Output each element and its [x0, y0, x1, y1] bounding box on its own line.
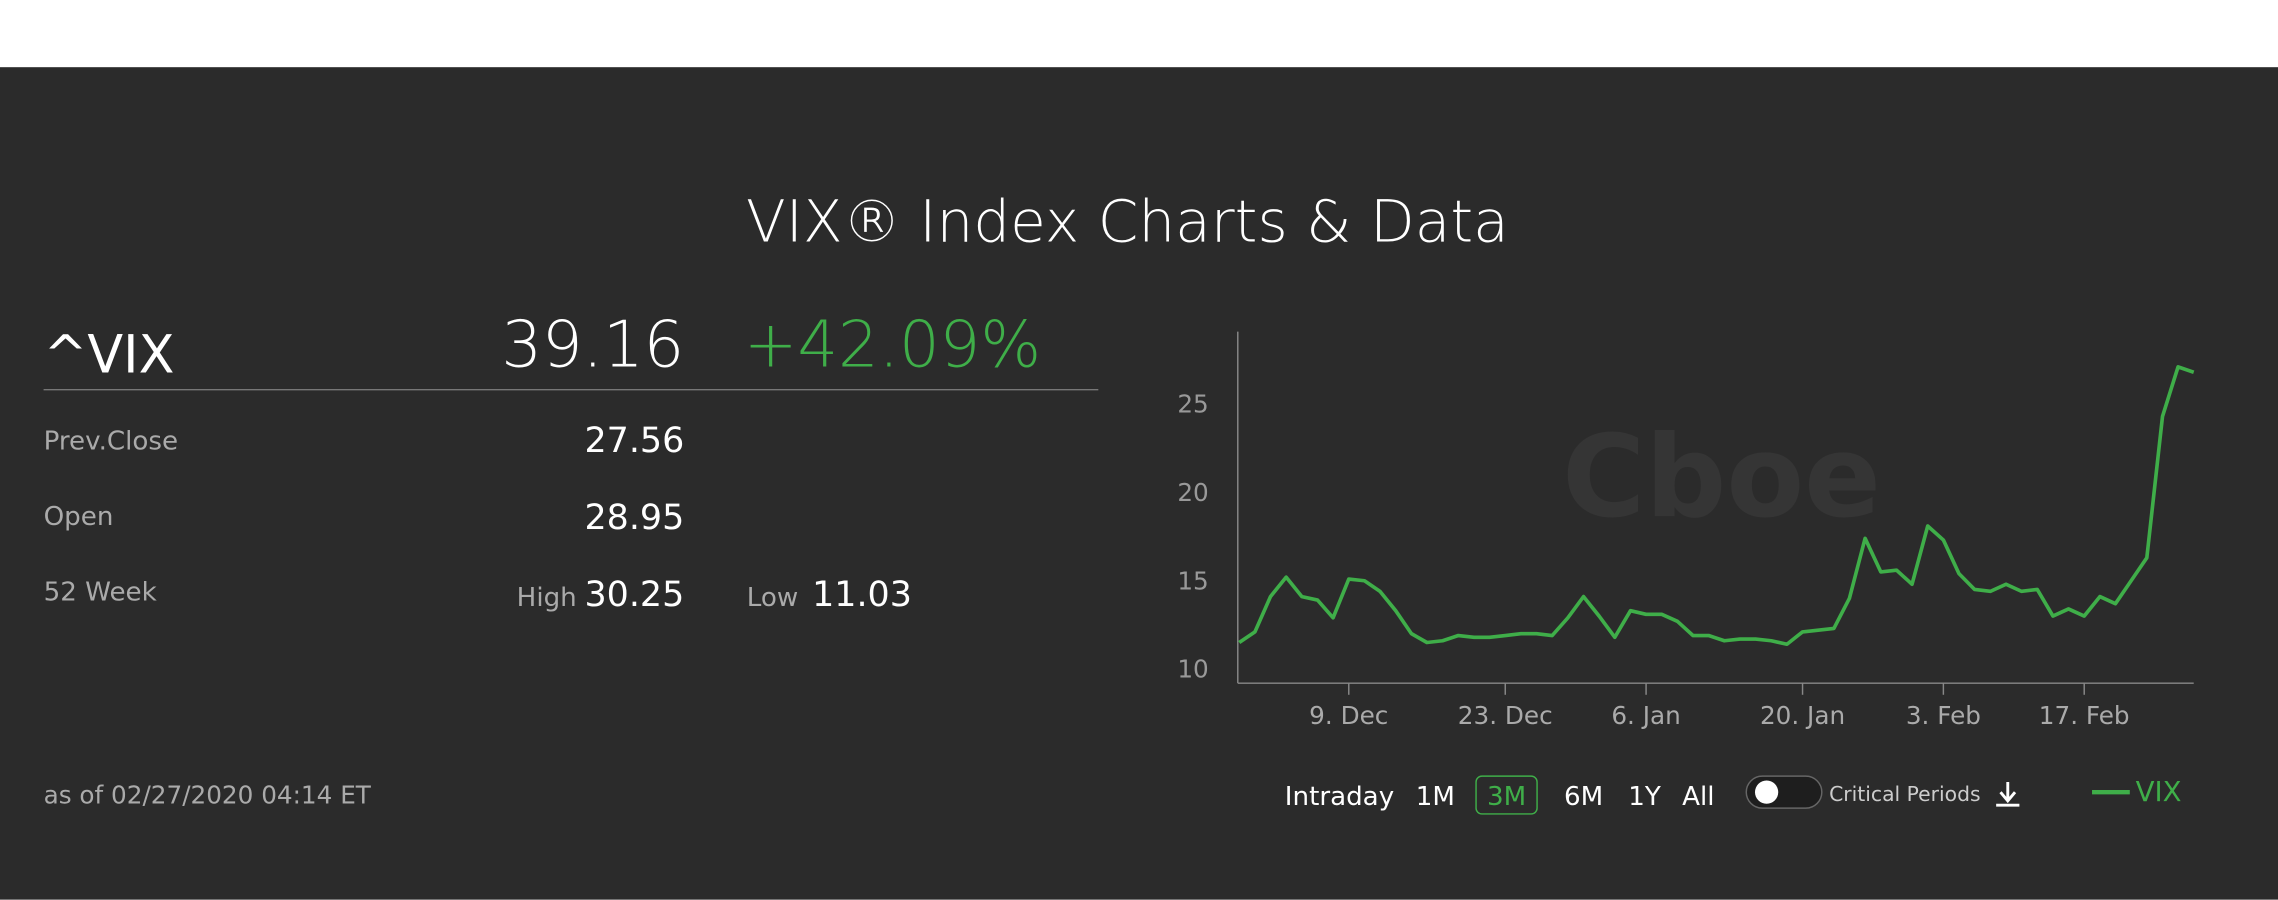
symbol: ^VIX	[44, 324, 175, 385]
controls: Intraday 1M 3M 6M 1Y All	[1285, 775, 1715, 815]
y-tick-label: 25	[1177, 390, 1208, 419]
legend-label: VIX	[2136, 775, 2182, 808]
page-title: VIX® Index Charts & Data	[746, 188, 1509, 256]
price: 39.16	[501, 308, 684, 382]
toggle-label: Critical Periods	[1829, 782, 1981, 806]
high: 30.25	[584, 575, 684, 615]
range-button[interactable]: 1Y	[1628, 782, 1662, 812]
range-button[interactable]: 6M	[1564, 782, 1603, 812]
x-tick-label: 9. Dec	[1309, 701, 1388, 730]
range-active-box	[1475, 775, 1538, 815]
range-button[interactable]: 1M	[1416, 782, 1455, 812]
x-tick-label: 17. Feb	[2039, 701, 2130, 730]
x-tick-label: 6. Jan	[1611, 701, 1680, 730]
panel	[0, 67, 2278, 900]
y-tick-label: 20	[1177, 478, 1208, 507]
x-tick-label: 20. Jan	[1760, 701, 1845, 730]
download-icon[interactable]	[1996, 781, 2020, 807]
watermark: Cboe	[1562, 411, 1881, 543]
prev-close: 27.56	[584, 421, 684, 461]
x-tick-label: 3. Feb	[1906, 701, 1981, 730]
line-series	[1238, 365, 2195, 647]
open: 28.95	[584, 498, 684, 538]
range-button[interactable]: 3M	[1487, 782, 1526, 812]
change: +42.09%	[744, 308, 1041, 382]
week52-label: 52 Week	[44, 577, 158, 607]
y-tick-label: 10	[1177, 655, 1208, 684]
prev-close-label: Prev.Close	[44, 426, 179, 456]
range-button[interactable]: All	[1682, 782, 1714, 812]
open-label: Open	[44, 502, 114, 532]
low-label: Low	[747, 583, 798, 613]
range-button[interactable]: Intraday	[1285, 782, 1394, 812]
high-label: High	[517, 583, 577, 613]
x-tick-label: 23. Dec	[1458, 701, 1553, 730]
toggle-knob	[1754, 780, 1779, 804]
y-tick-label: 15	[1177, 566, 1208, 595]
low: 11.03	[812, 575, 912, 615]
as-of: as of 02/27/2020 04:14 ET	[44, 781, 372, 810]
